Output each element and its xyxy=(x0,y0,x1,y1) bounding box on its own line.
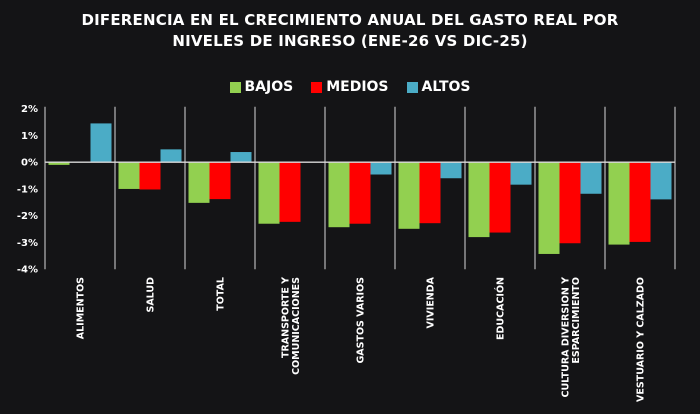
bar-altos xyxy=(160,149,182,163)
bar-medios xyxy=(139,162,161,190)
bar-medios xyxy=(209,162,231,200)
bar-altos xyxy=(650,162,672,200)
y-tick-label: 1% xyxy=(21,131,38,142)
category-label: VESTUARIO Y CALZADO xyxy=(636,277,647,402)
bar-bajos xyxy=(538,162,560,254)
y-tick-label: -2% xyxy=(17,211,38,222)
chart-title: DIFERENCIA EN EL CRECIMIENTO ANUAL DEL G… xyxy=(0,10,700,52)
bar-bajos xyxy=(608,162,630,245)
bar-medios xyxy=(629,162,651,242)
category-label: TRANSPORTE Y xyxy=(280,277,291,358)
bar-medios xyxy=(489,162,511,233)
category-label: GASTOS VARIOS xyxy=(356,277,367,364)
legend-item-bajos: BAJOS xyxy=(229,79,294,95)
category-label: SALUD xyxy=(146,277,157,313)
legend-swatch xyxy=(229,81,241,93)
category-label: EDUCACIÓN xyxy=(495,277,507,340)
category-label: TOTAL xyxy=(216,277,227,311)
y-tick-label: -4% xyxy=(17,265,38,276)
bar-medios xyxy=(419,162,441,224)
bar-altos xyxy=(230,152,252,163)
bar-medios xyxy=(559,162,581,244)
bar-medios xyxy=(349,162,371,224)
legend-label: MEDIOS xyxy=(326,79,389,95)
legend-label: ALTOS xyxy=(421,79,471,95)
bar-altos xyxy=(90,123,112,163)
category-label: CULTURA DIVERSION Y xyxy=(560,277,571,398)
bar-altos xyxy=(370,162,392,175)
category-label: ESPARCIMIENTO xyxy=(571,277,582,364)
y-tick-label: 2% xyxy=(21,104,38,115)
legend-item-altos: ALTOS xyxy=(406,79,471,95)
category-label: COMUNICACIONES xyxy=(291,277,302,375)
y-tick-label: 0% xyxy=(21,158,38,169)
bar-bajos xyxy=(258,162,280,224)
bar-bajos xyxy=(398,162,420,229)
category-label: VIVIENDA xyxy=(426,276,437,328)
bar-altos xyxy=(440,162,462,179)
legend-item-medios: MEDIOS xyxy=(311,79,389,95)
bar-bajos xyxy=(48,162,70,165)
bar-altos xyxy=(510,162,532,185)
y-tick-label: -3% xyxy=(17,238,38,249)
chart-title-line-1: DIFERENCIA EN EL CRECIMIENTO ANUAL DEL G… xyxy=(81,11,619,29)
legend-label: BAJOS xyxy=(244,79,294,95)
bar-altos xyxy=(580,162,602,194)
legend: BAJOS MEDIOS ALTOS xyxy=(0,79,700,95)
bar-bajos xyxy=(328,162,350,228)
chart-title-line-2: NIVELES DE INGRESO (ENE-26 VS DIC-25) xyxy=(172,32,528,50)
bar-bajos xyxy=(468,162,490,238)
category-label: ALIMENTOS xyxy=(76,277,87,339)
y-tick-label: -1% xyxy=(17,184,38,195)
bar-bajos xyxy=(188,162,210,203)
bar-bajos xyxy=(118,162,140,189)
bar-medios xyxy=(279,162,301,222)
legend-swatch xyxy=(406,81,418,93)
legend-swatch xyxy=(311,81,323,93)
